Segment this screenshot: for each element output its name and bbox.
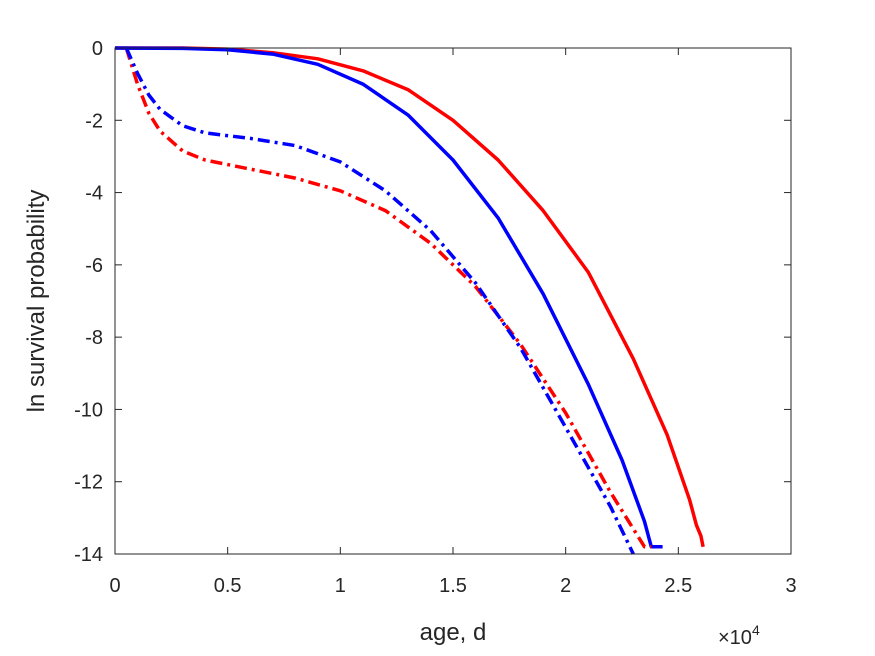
x-exponent-power: 4 xyxy=(752,622,760,638)
y-tick-label: -12 xyxy=(74,472,103,494)
ticks-layer: 0 0.5 1 1.5 2 2.5 3 0 -2 -4 -6 -8 -10 -12 -14 xyxy=(74,38,796,597)
x-axis-exponent: ×104 xyxy=(718,622,760,649)
x-tick-label: 2.5 xyxy=(664,575,692,597)
plot-frame xyxy=(114,47,792,555)
x-exponent-base: ×10 xyxy=(718,627,752,649)
x-tick-label: 1 xyxy=(335,575,346,597)
x-tick-label: 1.5 xyxy=(439,575,467,597)
y-tick-label: -6 xyxy=(85,255,103,277)
series-line-2 xyxy=(114,46,663,549)
x-tick-label: 0.5 xyxy=(214,575,242,597)
x-axis-title: age, d xyxy=(420,619,487,646)
y-tick-label: -8 xyxy=(85,327,103,349)
x-tick-label: 3 xyxy=(785,575,796,597)
y-tick-label: -2 xyxy=(85,110,103,132)
y-tick-label: -4 xyxy=(85,183,103,205)
series-line-3 xyxy=(124,47,652,549)
series-line-1 xyxy=(115,46,705,548)
series-layer xyxy=(114,46,705,555)
y-tick-label: 0 xyxy=(92,38,103,60)
y-tick-label: -14 xyxy=(74,544,103,566)
x-tick-label: 0 xyxy=(109,575,120,597)
series-line-4 xyxy=(124,47,635,555)
y-tick-label: -10 xyxy=(74,399,103,421)
y-axis-title: ln survival probability xyxy=(23,190,50,413)
x-tick-label: 2 xyxy=(560,575,571,597)
